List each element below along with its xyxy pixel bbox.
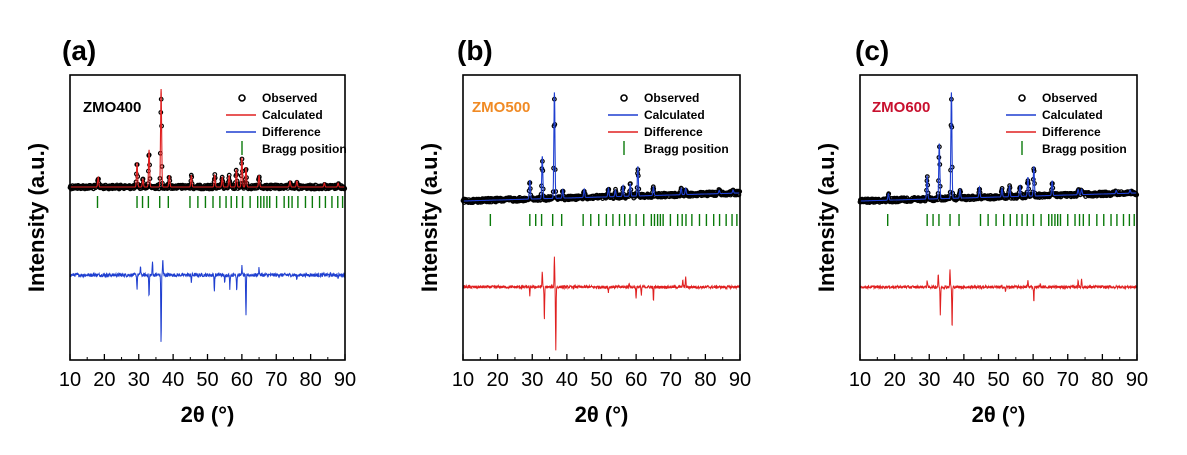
x-tick-label: 40: [162, 369, 184, 391]
bragg-series: [489, 214, 738, 226]
bragg-series: [96, 196, 344, 208]
difference-line: [69, 260, 346, 342]
difference-line: [462, 256, 741, 351]
x-axis-title: 2θ (°): [181, 402, 235, 427]
x-tick-label: 70: [660, 369, 682, 391]
x-tick-label: 90: [1126, 369, 1148, 391]
x-tick-label: 60: [1022, 369, 1044, 391]
legend: Observed Calculated Difference Bragg positi…: [1006, 91, 1127, 156]
legend-label: Bragg position: [644, 142, 729, 156]
legend-label: Observed: [262, 91, 317, 105]
x-tick-label: 50: [196, 369, 218, 391]
sample-label: ZMO600: [872, 99, 930, 116]
x-tick-label: 60: [625, 369, 647, 391]
panel-2: (b) Intensity (a.u.) 2θ (°) 10 20 30 40 50 60 70 8…: [417, 35, 751, 427]
legend-label: Calculated: [262, 108, 323, 122]
legend-label: Calculated: [644, 108, 705, 122]
panel-letter: (c): [855, 35, 889, 66]
legend-marker-observed: [238, 94, 246, 102]
x-tick-label: 50: [590, 369, 612, 391]
calculated-line: [70, 88, 345, 188]
legend-marker-observed: [1018, 94, 1026, 102]
legend-label: Observed: [644, 91, 699, 105]
y-axis-title: Intensity (a.u.): [814, 143, 839, 292]
x-tick-label: 40: [556, 369, 578, 391]
x-tick-label: 80: [694, 369, 716, 391]
x-tick-label: 90: [729, 369, 751, 391]
panel-letter: (b): [457, 35, 493, 66]
legend: Observed Calculated Difference Bragg positi…: [608, 91, 729, 156]
x-axis-title: 2θ (°): [575, 402, 629, 427]
panel-letter: (a): [62, 35, 96, 66]
x-tick-label: 80: [300, 369, 322, 391]
y-axis-title: Intensity (a.u.): [417, 143, 442, 292]
calculated-line: [860, 92, 1137, 202]
legend-label: Calculated: [1042, 108, 1103, 122]
x-tick-label: 20: [93, 369, 115, 391]
x-tick-label: 20: [884, 369, 906, 391]
bragg-series: [887, 214, 1135, 226]
calculated-line: [463, 92, 740, 202]
x-tick-label: 70: [265, 369, 287, 391]
x-tick-label: 70: [1057, 369, 1079, 391]
legend: Observed Calculated Difference Bragg positi…: [226, 91, 347, 156]
sample-label: ZMO500: [472, 99, 530, 116]
legend-label: Observed: [1042, 91, 1097, 105]
legend-label: Bragg position: [1042, 142, 1127, 156]
legend-label: Bragg position: [262, 142, 347, 156]
y-axis-title: Intensity (a.u.): [24, 143, 49, 292]
legend-label: Difference: [1042, 125, 1101, 139]
legend-label: Difference: [644, 125, 703, 139]
x-axis-title: 2θ (°): [972, 402, 1026, 427]
x-tick-label: 20: [487, 369, 509, 391]
sample-label: ZMO400: [83, 99, 141, 116]
x-tick-label: 80: [1091, 369, 1113, 391]
x-tick-label: 30: [128, 369, 150, 391]
x-tick-label: 50: [987, 369, 1009, 391]
x-tick-label: 10: [849, 369, 871, 391]
x-tick-label: 60: [231, 369, 253, 391]
legend-marker-observed: [620, 94, 628, 102]
x-tick-label: 40: [953, 369, 975, 391]
difference-line: [859, 269, 1138, 326]
x-tick-label: 30: [918, 369, 940, 391]
panel-3: (c) Intensity (a.u.) 2θ (°) 10 20 30 40 50 60 70 8…: [814, 35, 1148, 427]
x-tick-label: 10: [452, 369, 474, 391]
legend-label: Difference: [262, 125, 321, 139]
panel-1: (a) Intensity (a.u.) 2θ (°) 10 20 30 40 50 60 70 8…: [24, 35, 356, 427]
x-tick-label: 10: [59, 369, 81, 391]
x-tick-label: 90: [334, 369, 356, 391]
x-tick-label: 30: [521, 369, 543, 391]
